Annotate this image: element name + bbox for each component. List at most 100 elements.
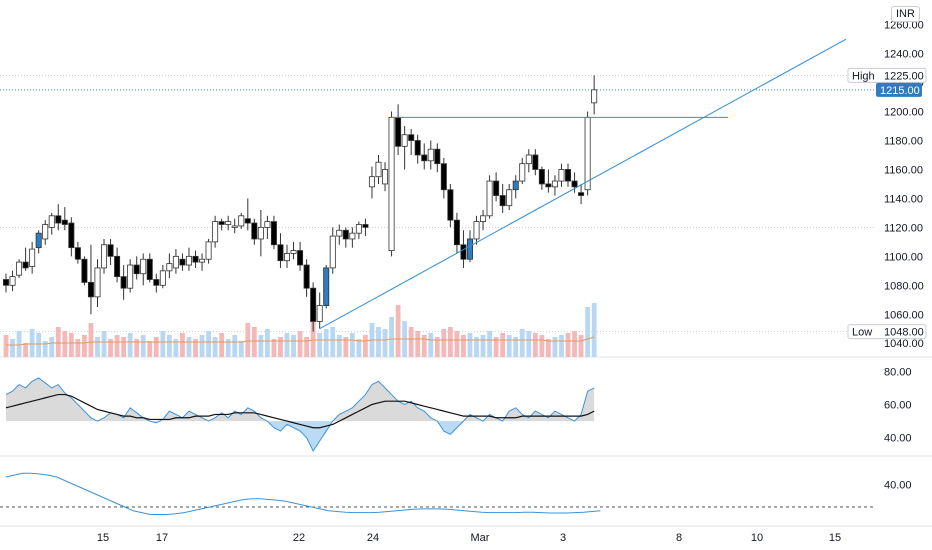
price-tick-label: 1180.00 (884, 136, 923, 148)
volume-bar (199, 335, 205, 357)
volume-bar (134, 339, 140, 357)
candle-body (368, 176, 375, 188)
volume-bar (225, 339, 231, 357)
volume-bar (245, 323, 251, 357)
volume-bar (447, 327, 453, 357)
candle-body (3, 279, 9, 286)
volume-bar (251, 327, 257, 357)
volume-bar (284, 333, 290, 357)
volume-bar (232, 335, 238, 357)
volume-bar (193, 339, 198, 357)
candle-body (349, 232, 356, 240)
volume-bar (532, 333, 538, 357)
candle-body (22, 261, 29, 269)
candle-body (68, 222, 75, 249)
volume-bar (3, 335, 9, 357)
candle-body (297, 250, 304, 266)
candle-body (81, 258, 88, 283)
volume-bar (487, 331, 492, 357)
candle-body (284, 253, 291, 262)
candle-body (29, 248, 36, 267)
volume-bar (474, 337, 479, 357)
candle-body (499, 195, 506, 207)
volume-bar (363, 335, 368, 357)
time-tick-label: 15 (829, 532, 841, 544)
volume-bar (82, 335, 87, 357)
rsi-fill-upper (6, 377, 595, 422)
candle-body (440, 163, 447, 191)
candle-body (591, 89, 598, 104)
volume-bar (578, 335, 584, 357)
candle-body (133, 264, 140, 275)
candle-body (264, 221, 271, 228)
candle-body (120, 276, 127, 289)
volume-bar (330, 327, 336, 357)
volume-bar (180, 333, 185, 357)
candle-body (257, 226, 264, 240)
candle-body (192, 255, 199, 263)
candle-body (212, 221, 219, 243)
volume-bar (408, 327, 414, 357)
candle-body (427, 148, 434, 162)
candle-body (329, 235, 336, 269)
currency-badge[interactable]: INR (891, 6, 920, 22)
candle-body (506, 189, 513, 207)
candle-body (551, 180, 558, 188)
candle-body (323, 267, 330, 306)
rsi-ma-line (5, 393, 595, 429)
volume-bar (153, 337, 159, 357)
volume-bar (219, 333, 225, 357)
price-tick-label: 1140.00 (884, 193, 923, 205)
price-tick-label: 1040.00 (884, 338, 924, 350)
price-tick-label: 1160.00 (884, 164, 923, 176)
volume-bar (454, 331, 460, 357)
volume-bar (376, 327, 381, 357)
volume-bar (95, 337, 100, 357)
volume-bar (526, 331, 532, 357)
volume-bar (10, 339, 15, 357)
volume-bar (323, 329, 329, 357)
candle-body (460, 244, 467, 260)
price-axis[interactable]: 1040.00 1060.00 1080.00 1100.00 1120.00 1140.… (847, 20, 927, 492)
time-tick-label: Mar (471, 532, 490, 544)
volume-bar (591, 303, 597, 357)
candle-body (525, 154, 532, 165)
candle-body (94, 267, 101, 298)
time-tick-label: 22 (293, 532, 305, 544)
candle-body (453, 219, 460, 246)
volume-bar (108, 339, 113, 357)
rsi-tick-label: 40.00 (884, 433, 912, 445)
price-tick-label: 1080.00 (884, 280, 924, 292)
price-tick-label: 1100.00 (884, 251, 923, 263)
candlesticks (3, 75, 598, 332)
volume-bar (29, 329, 35, 357)
candle-body (153, 279, 160, 286)
time-axis[interactable]: 15 17 22 24 Mar 3 8 10 15 (97, 532, 841, 544)
volume-bar (160, 331, 166, 357)
candle-body (127, 264, 134, 289)
candle-body (199, 258, 206, 263)
candle-body (74, 247, 81, 260)
high-badge-label: High (852, 70, 875, 82)
volume-bar (62, 331, 68, 357)
volume-bar (304, 337, 310, 357)
time-tick-label: 8 (676, 532, 682, 544)
candle-body (101, 244, 108, 269)
volume-bar (415, 331, 421, 357)
volume-bar (349, 333, 355, 357)
time-tick-label: 3 (560, 532, 566, 544)
volume-bar (147, 341, 153, 357)
candle-body (486, 180, 493, 217)
candle-body (140, 258, 147, 275)
candle-body (251, 222, 258, 240)
candle-body (493, 180, 500, 196)
candle-body (558, 169, 565, 182)
candle-body (414, 140, 421, 156)
time-tick-label: 17 (156, 532, 168, 544)
price-tick-label: 1260.00 (884, 20, 924, 32)
candle-body (16, 261, 23, 276)
volume-bar (317, 333, 323, 357)
candle-body (382, 169, 389, 185)
oscillator-panel (0, 472, 874, 515)
